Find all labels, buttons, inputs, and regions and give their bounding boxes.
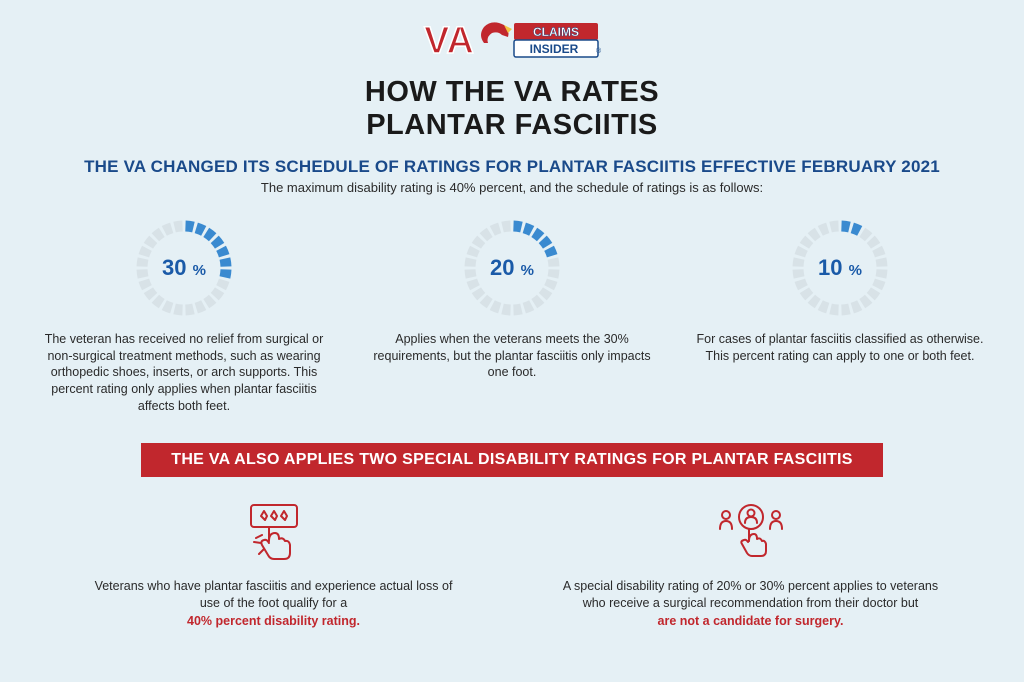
gauge-label-20: 20 % bbox=[490, 255, 534, 281]
rating-desc-10: For cases of plantar fasciitis classifie… bbox=[695, 331, 985, 365]
page-title: HOW THE VA RATES PLANTAR FASCIITIS bbox=[365, 76, 659, 143]
rating-click-icon bbox=[239, 501, 309, 568]
special-desc-2: A special disability rating of 20% or 30… bbox=[561, 578, 941, 630]
rating-desc-30: The veteran has received no relief from … bbox=[39, 331, 329, 415]
rating-desc-20: Applies when the veterans meets the 30% … bbox=[367, 331, 657, 382]
logo-va-text: VA bbox=[424, 20, 474, 62]
gauge-20: 20 % bbox=[459, 215, 565, 321]
subtitle: THE VA CHANGED ITS SCHEDULE OF RATINGS F… bbox=[84, 157, 940, 177]
title-line-1: HOW THE VA RATES bbox=[365, 76, 659, 108]
gauge-10: 10 % bbox=[787, 215, 893, 321]
logo-insider-text: INSIDER bbox=[530, 42, 579, 56]
special-row: Veterans who have plantar fasciitis and … bbox=[35, 501, 989, 630]
special-ratings-banner: THE VA ALSO APPLIES TWO SPECIAL DISABILI… bbox=[141, 443, 882, 477]
subtitle-description: The maximum disability rating is 40% per… bbox=[261, 180, 763, 195]
title-line-2: PLANTAR FASCIITIS bbox=[366, 109, 658, 141]
rating-col-20: 20 % Applies when the veterans meets the… bbox=[363, 215, 661, 415]
logo: VA CLAIMS INSIDER ® bbox=[422, 15, 602, 68]
special-desc-1: Veterans who have plantar fasciitis and … bbox=[84, 578, 464, 630]
gauge-label-30: 30 % bbox=[162, 255, 206, 281]
rating-col-30: 30 % The veteran has received no relief … bbox=[35, 215, 333, 415]
ratings-row: 30 % The veteran has received no relief … bbox=[35, 215, 989, 415]
special-col-1: Veterans who have plantar fasciitis and … bbox=[55, 501, 492, 630]
select-person-icon bbox=[714, 501, 788, 568]
gauge-label-10: 10 % bbox=[818, 255, 862, 281]
svg-text:®: ® bbox=[596, 47, 602, 55]
rating-col-10: 10 % For cases of plantar fasciitis clas… bbox=[691, 215, 989, 415]
special-col-2: A special disability rating of 20% or 30… bbox=[532, 501, 969, 630]
logo-claims-text: CLAIMS bbox=[533, 25, 579, 39]
gauge-30: 30 % bbox=[131, 215, 237, 321]
